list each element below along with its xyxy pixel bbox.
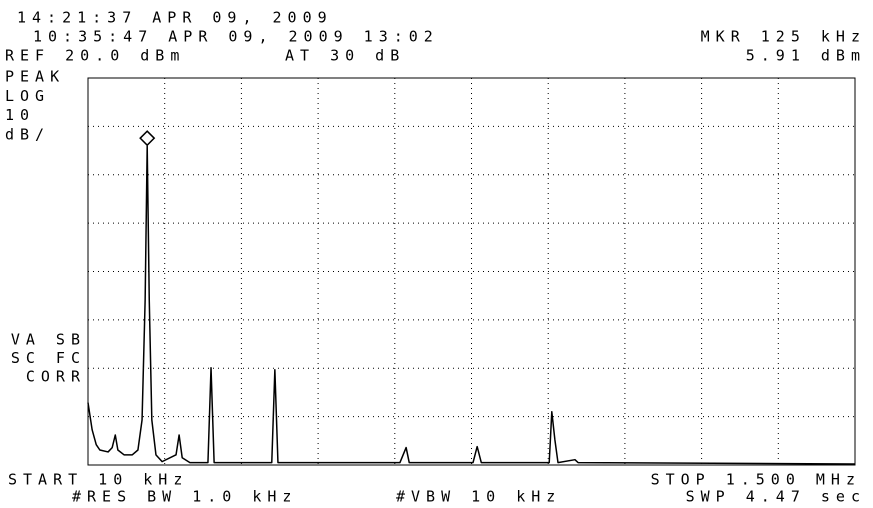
timestamp: 14:21:37 APR 09, 2009 xyxy=(17,9,333,27)
sweep-time: SWP 4.47 sec xyxy=(686,488,866,506)
side-label: 10 xyxy=(5,106,35,124)
status-label: VA SB xyxy=(11,331,86,349)
start-frequency: START 10 kHz xyxy=(8,471,188,489)
marker-level: 5.91 dBm xyxy=(746,47,866,65)
stop-frequency: STOP 1.500 MHz xyxy=(651,471,861,489)
attenuation: AT 30 dB xyxy=(285,47,405,65)
video-bandwidth: #VBW 10 kHz xyxy=(396,488,561,506)
resolution-bandwidth: #RES BW 1.0 kHz xyxy=(72,488,297,506)
side-label: PEAK xyxy=(5,68,65,86)
status-label: SC FC xyxy=(11,349,86,367)
side-label: dB/ xyxy=(5,125,50,143)
marker-diamond xyxy=(139,130,156,147)
status-label: CORR xyxy=(26,368,86,386)
trace xyxy=(87,145,856,465)
ref-level: REF 20.0 dBm xyxy=(5,47,185,65)
marker-frequency: MKR 125 kHz xyxy=(701,28,866,46)
side-label: LOG xyxy=(5,87,50,105)
saved-time: 10:35:47 APR 09, 2009 13:02 xyxy=(33,28,439,46)
